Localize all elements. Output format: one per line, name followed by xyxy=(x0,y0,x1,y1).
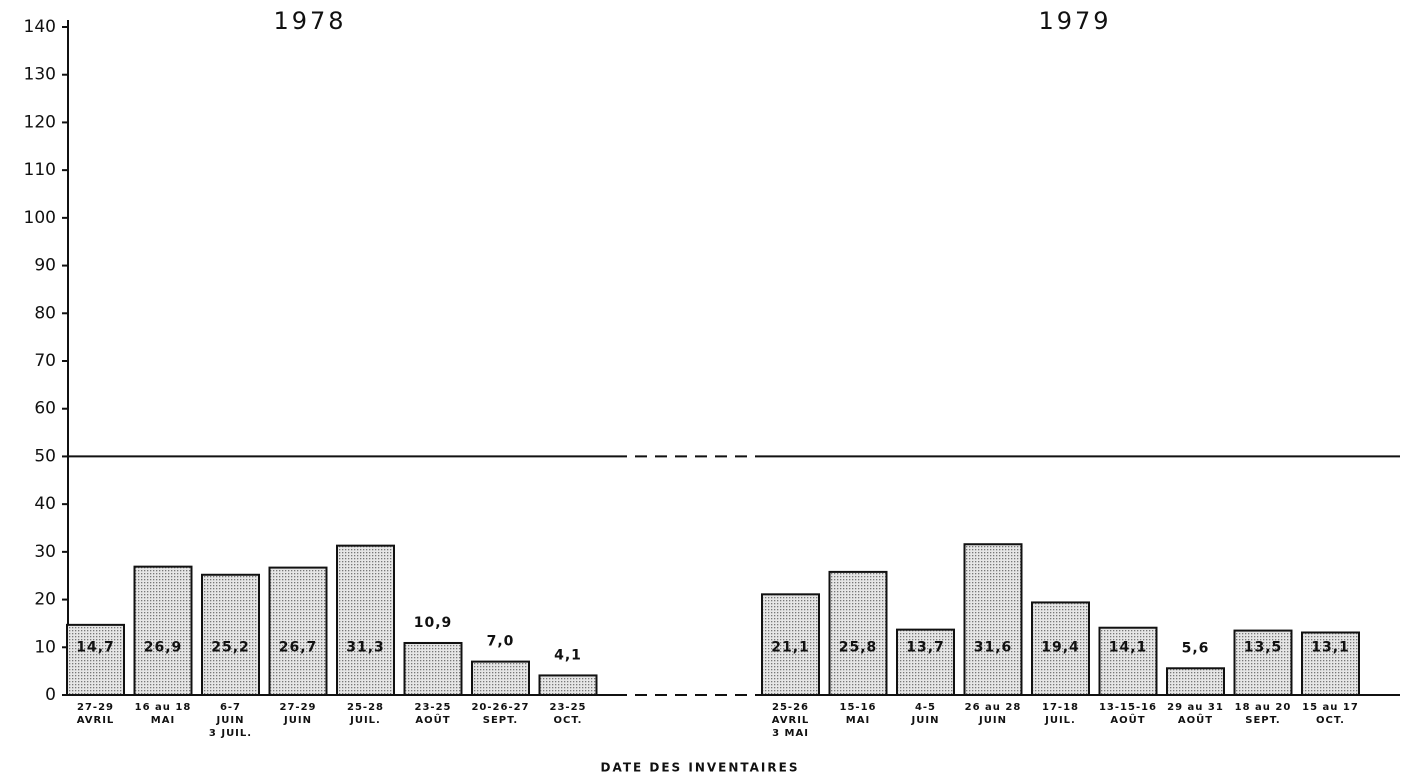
y-tick-label: 10 xyxy=(34,637,56,657)
x-tick-label: 26 au 28 xyxy=(965,702,1022,713)
bar xyxy=(828,570,888,697)
group-title: 1979 xyxy=(1038,7,1111,35)
bar xyxy=(1233,629,1293,696)
y-tick-label: 0 xyxy=(45,685,56,705)
value-label: 26,7 xyxy=(279,639,318,655)
value-label: 10,9 xyxy=(414,615,453,631)
bar xyxy=(1031,601,1090,696)
x-tick-label: 17-18 xyxy=(1042,702,1079,713)
x-tick-label: AOÛT xyxy=(1178,713,1213,726)
y-tick-label: 50 xyxy=(34,446,56,466)
x-tick-label: 3 JUIL. xyxy=(209,728,252,739)
x-tick-label: OCT. xyxy=(1316,715,1345,726)
bar xyxy=(538,674,598,696)
x-axis-label: DATE DES INVENTAIRES xyxy=(601,761,800,775)
value-label: 26,9 xyxy=(144,639,183,655)
value-label: 4,1 xyxy=(554,647,582,663)
y-tick-label: 130 xyxy=(24,65,56,85)
value-label: 25,2 xyxy=(211,639,250,655)
y-tick-label: 60 xyxy=(34,399,56,419)
value-label: 14,1 xyxy=(1109,639,1148,655)
y-tick-label: 120 xyxy=(24,112,56,132)
y-tick-label: 100 xyxy=(24,208,56,228)
bar xyxy=(66,623,125,696)
y-tick-label: 70 xyxy=(34,351,56,371)
bar xyxy=(761,593,820,697)
y-tick-label: 20 xyxy=(34,590,56,610)
x-tick-label: 3 MAI xyxy=(772,728,809,739)
x-tick-label: 15-16 xyxy=(840,702,877,713)
value-label: 25,8 xyxy=(839,639,878,655)
x-tick-label: AOÛT xyxy=(1110,713,1145,726)
value-label: 5,6 xyxy=(1182,640,1210,656)
bar xyxy=(1098,626,1158,696)
x-tick-label: JUIN xyxy=(911,715,940,726)
value-label: 7,0 xyxy=(487,634,515,650)
x-tick-label: 23-25 xyxy=(550,702,587,713)
value-label: 31,3 xyxy=(346,639,385,655)
bar xyxy=(1166,667,1225,697)
bar xyxy=(963,543,1023,696)
x-tick-label: 20-26-27 xyxy=(471,702,529,713)
x-tick-label: AVRIL xyxy=(77,715,115,726)
x-tick-label: 4-5 xyxy=(915,702,936,713)
value-label: 14,7 xyxy=(76,639,115,655)
bar xyxy=(133,565,193,696)
bar xyxy=(201,573,260,697)
bar xyxy=(268,566,328,696)
x-tick-label: 25-26 xyxy=(772,702,809,713)
x-tick-label: OCT. xyxy=(554,715,583,726)
y-tick-label: 140 xyxy=(24,17,56,37)
x-tick-label: AVRIL xyxy=(772,715,810,726)
x-tick-label: 29 au 31 xyxy=(1167,702,1224,713)
value-label: 21,1 xyxy=(771,639,810,655)
x-tick-label: MAI xyxy=(151,715,175,726)
x-tick-label: JUIN xyxy=(283,715,312,726)
y-tick-label: 40 xyxy=(34,494,56,514)
group-title: 1978 xyxy=(273,7,346,35)
value-label: 31,6 xyxy=(974,639,1013,655)
x-tick-label: JUIN xyxy=(216,715,245,726)
x-tick-label: 27-29 xyxy=(77,702,114,713)
x-tick-label: 16 au 18 xyxy=(135,702,192,713)
x-tick-label: JUIN xyxy=(978,715,1007,726)
bar xyxy=(471,660,530,696)
x-tick-label: 23-25 xyxy=(415,702,452,713)
x-tick-label: 18 au 20 xyxy=(1235,702,1292,713)
x-tick-label: MAI xyxy=(846,715,870,726)
x-tick-label: 6-7 xyxy=(220,702,241,713)
y-tick-label: 110 xyxy=(24,160,56,180)
x-tick-label: 25-28 xyxy=(347,702,384,713)
bar xyxy=(336,544,395,697)
value-label: 13,7 xyxy=(906,639,945,655)
x-tick-label: 13-15-16 xyxy=(1099,702,1157,713)
value-label: 13,1 xyxy=(1311,639,1350,655)
x-tick-label: JUIL. xyxy=(1044,715,1076,726)
bar xyxy=(403,641,463,697)
y-tick-label: 30 xyxy=(34,542,56,562)
x-tick-label: SEPT. xyxy=(1245,715,1280,726)
x-tick-label: SEPT. xyxy=(483,715,518,726)
y-tick-label: 80 xyxy=(34,303,56,323)
x-tick-label: JUIL. xyxy=(349,715,381,726)
y-tick-label: 90 xyxy=(34,256,56,276)
value-label: 19,4 xyxy=(1041,639,1080,655)
x-tick-label: 15 au 17 xyxy=(1302,702,1359,713)
bar xyxy=(1301,631,1360,696)
value-label: 13,5 xyxy=(1244,639,1283,655)
x-tick-label: 27-29 xyxy=(280,702,317,713)
bar xyxy=(896,628,955,696)
x-tick-label: AOÛT xyxy=(415,713,450,726)
